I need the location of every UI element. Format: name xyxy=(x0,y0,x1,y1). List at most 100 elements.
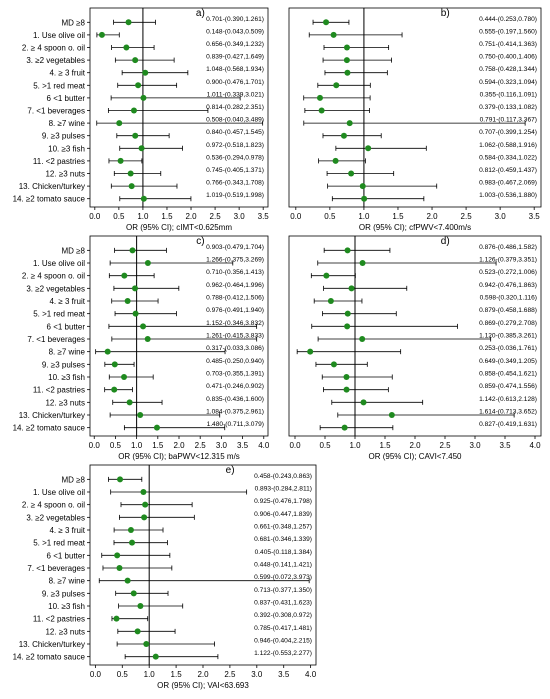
value-label: 0.444-(0.253,0.780) xyxy=(479,16,537,23)
x-tick-label: 1.5 xyxy=(161,212,173,221)
value-label: 0.791-(0.117,3.367) xyxy=(480,117,537,124)
value-label: 0.814-(0.282,2.351) xyxy=(206,104,264,111)
point-estimate xyxy=(332,157,339,164)
point-estimate xyxy=(144,336,151,342)
point-estimate xyxy=(359,336,366,342)
category-label: 2. ≥ 4 spoon o. oil xyxy=(22,272,85,281)
point-estimate xyxy=(327,298,334,304)
x-tick-label: 1.5 xyxy=(379,441,391,450)
value-label: 0.869-(0.279,2.708) xyxy=(479,320,537,327)
value-label: 0.946-(0.404,2.215) xyxy=(254,638,312,645)
value-label: 0.508-(0.040,3.489) xyxy=(206,117,264,124)
point-estimate xyxy=(346,120,353,127)
value-label: 1.120-(0.385,3.261) xyxy=(479,333,537,340)
category-label: 9. ≥3 pulses xyxy=(42,589,85,598)
point-estimate xyxy=(98,31,105,38)
value-label: 0.485-(0.250,0.940) xyxy=(206,358,264,365)
point-estimate xyxy=(323,19,330,26)
point-estimate xyxy=(318,107,325,114)
value-label: 0.976-(0.491,1.940) xyxy=(206,307,264,314)
x-tick-label: 1.0 xyxy=(137,212,149,221)
x-tick-label: 1.5 xyxy=(152,441,164,450)
point-estimate xyxy=(323,272,330,279)
value-label: 0.599-(0.072,3.973) xyxy=(254,574,312,581)
point-estimate xyxy=(132,57,139,64)
x-tick-label: 2.0 xyxy=(185,212,197,221)
point-estimate xyxy=(343,44,350,51)
value-label: 0.355-(0.116,1.091) xyxy=(480,91,537,98)
point-estimate xyxy=(135,82,142,89)
x-tick-label: 1.0 xyxy=(144,670,156,679)
value-label: 0.656-(0.349,1.232) xyxy=(206,41,264,48)
value-label: 0.745-(0.405,1.371) xyxy=(206,167,264,174)
point-estimate xyxy=(343,374,350,380)
point-estimate xyxy=(124,577,131,584)
x-tick-label: 3.0 xyxy=(234,212,246,221)
point-estimate xyxy=(116,120,123,127)
value-label: 1.266-(0.375,3.269) xyxy=(206,257,264,264)
plot-frame xyxy=(288,7,542,208)
value-label: 0.983-(0.467,2.069) xyxy=(479,180,537,187)
x-tick-label: 2.5 xyxy=(224,670,236,679)
point-estimate xyxy=(144,260,151,266)
point-estimate xyxy=(142,501,149,508)
point-estimate xyxy=(316,94,323,101)
value-label: 0.253-(0.036,1.761) xyxy=(479,345,537,352)
value-label: 1.019-(0.519,1.998) xyxy=(206,192,264,199)
value-label: 0.471-(0.246,0.902) xyxy=(206,383,264,390)
category-label: 13. Chicken/turkey xyxy=(19,411,85,420)
x-tick-label: 1.0 xyxy=(358,212,370,221)
point-estimate xyxy=(340,132,347,139)
value-label: 0.751-(0.414,1.363) xyxy=(479,41,537,48)
category-label: 10. ≥3 fish xyxy=(48,373,85,382)
x-tick-label: 0.5 xyxy=(113,212,125,221)
value-label: 0.681-(0.346,1.339) xyxy=(254,536,312,543)
point-estimate xyxy=(140,323,147,330)
point-estimate xyxy=(117,157,124,164)
category-label: 4. ≥ 3 fruit xyxy=(49,69,85,78)
value-label: 0.942-(0.476,1.863) xyxy=(479,282,537,289)
value-label: 1.126-(0.379,3.351) xyxy=(479,257,537,264)
category-label: 9. ≥3 pulses xyxy=(42,360,85,369)
value-label: 0.812-(0.459,1.437) xyxy=(479,167,537,174)
x-tick-label: 3.0 xyxy=(469,441,481,450)
x-tick-label: 1.5 xyxy=(171,670,183,679)
point-estimate xyxy=(140,94,147,101)
category-label: 6 <1 butter xyxy=(47,322,86,331)
value-label: 0.839-(0.427,1.649) xyxy=(206,54,264,61)
value-label: 0.713-(0.377,1.350) xyxy=(254,587,312,594)
point-estimate xyxy=(140,195,147,202)
category-label: 2. ≥ 4 spoon o. oil xyxy=(22,44,85,53)
x-tick-label: 2.0 xyxy=(197,670,209,679)
x-axis-label: OR (95% CI); baPWV<12.315 m/s xyxy=(118,452,240,461)
value-label: 0.523-(0.272,1.006) xyxy=(479,269,537,276)
category-label: 6 <1 butter xyxy=(47,551,86,560)
point-estimate xyxy=(132,310,139,317)
category-label: MD ≥8 xyxy=(61,246,85,255)
category-label: 12. ≥3 nuts xyxy=(45,398,85,407)
x-tick-label: 2.0 xyxy=(426,212,438,221)
category-label: 7. <1 beverages xyxy=(27,335,85,344)
category-label: 7. <1 beverages xyxy=(27,107,85,116)
panel-b: b) 0.0 0.5 1.0 1.5 2.0 2.5 3.0 3.5 OR (95% CI); c… xyxy=(288,7,542,232)
value-label: 0.317-(0.033,3.086) xyxy=(206,345,264,352)
category-label: 9. ≥3 pulses xyxy=(42,132,85,141)
value-label: 0.750-(0.400,1.406) xyxy=(479,54,537,61)
point-estimate xyxy=(121,374,128,380)
point-estimate xyxy=(129,247,136,254)
category-label: 1. Use olive oil xyxy=(33,259,85,268)
value-label: 1.122-(0.553,2.277) xyxy=(254,650,312,657)
panel-c: c) 0.0 0.5 1.0 1.5 2.0 2.5 3.0 3.5 4.0 OR (95% CI)… xyxy=(13,235,270,461)
category-label: 3. ≥2 vegetables xyxy=(26,513,85,522)
point-estimate xyxy=(104,348,111,355)
value-label: 0.827-(0.419,1.631) xyxy=(479,421,537,428)
x-tick-label: 0.0 xyxy=(89,212,101,221)
point-estimate xyxy=(388,412,395,418)
x-tick-label: 3.0 xyxy=(495,212,507,221)
x-tick-label: 4.0 xyxy=(305,670,317,679)
x-tick-label: 0.5 xyxy=(110,441,122,450)
point-estimate xyxy=(132,132,139,139)
point-estimate xyxy=(111,361,118,368)
category-label: 14. ≥2 tomato sauce xyxy=(13,424,86,433)
category-label: 6 <1 butter xyxy=(47,94,86,103)
